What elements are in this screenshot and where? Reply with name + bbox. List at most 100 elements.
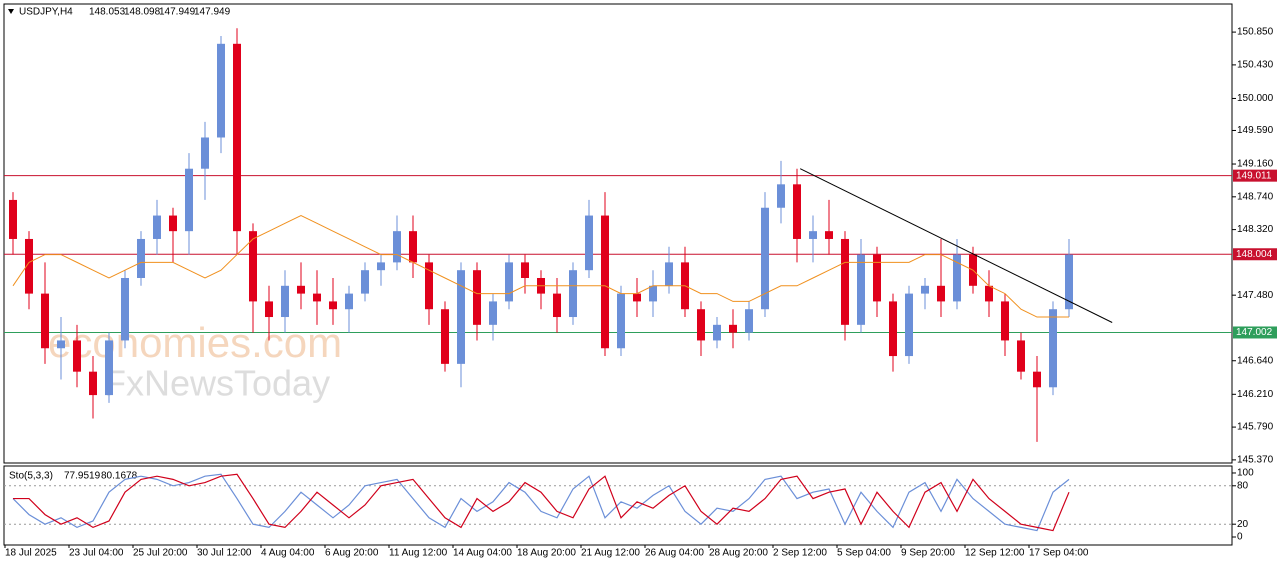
price-panel [3,3,1233,464]
candle-body [761,207,769,310]
candle-body [521,262,529,278]
candle-body [89,371,97,396]
y-tick-label: 148.740 [1237,191,1274,202]
candle-body [889,301,897,357]
x-tick-label: 4 Aug 04:00 [261,548,315,559]
candle-body [1033,371,1041,388]
candle-body [265,301,273,318]
moving-average [12,214,1069,318]
x-tick-label: 14 Aug 04:00 [453,548,512,559]
candle-body [41,293,49,349]
candle-body [297,285,305,294]
ohlc: 147.949 [159,7,196,18]
candle-body [489,301,497,325]
oscillator-panel [3,465,1233,546]
candle-body [857,254,865,325]
watermark: economies.com [48,319,342,366]
x-tick-label: 17 Sep 04:00 [1029,548,1089,559]
candle-body [57,340,65,349]
candle-body [553,293,561,318]
candle-body [505,262,513,302]
candle-body [601,215,609,349]
x-tick-label: 2 Sep 12:00 [773,548,827,559]
level-label: 147.002 [1236,327,1273,338]
x-tick-label: 18 Jul 2025 [5,548,57,559]
candle-body [841,238,849,325]
candle-body [457,270,465,364]
candle-body [313,293,321,302]
level-box [1233,326,1277,339]
candle-body [585,215,593,271]
ohlc: 148.098 [124,7,161,18]
candle-body [713,324,721,341]
candle-body [105,340,113,396]
y-tick-label: 147.480 [1237,290,1274,301]
y-tick-label: 148.320 [1237,224,1274,235]
candle-body [377,262,385,271]
candle-body [281,285,289,318]
candle-body [633,293,641,302]
candle-body [361,270,369,294]
x-tick-label: 12 Sep 12:00 [965,548,1025,559]
candle-body [345,293,353,310]
ohlc: 148.053 [89,7,126,18]
candle-body [249,231,257,302]
oscillator-value: 77.9519 [64,471,101,482]
x-tick-label: 25 Jul 20:00 [133,548,188,559]
candle-body [649,285,657,302]
candle-body [425,262,433,310]
x-tick-label: 28 Aug 20:00 [709,548,768,559]
oscillator-value: 80.1678 [101,471,138,482]
y-tick-label: 0 [1237,532,1243,543]
candle-body [921,285,929,294]
x-tick-label: 30 Jul 12:00 [197,548,252,559]
candle-body [169,215,177,232]
candle-body [441,309,449,364]
menu-arrow[interactable] [8,9,14,14]
candle-body [825,231,833,239]
trendline [799,168,1113,323]
oscillator-title: Sto(5,3,3) [9,471,53,482]
candle-body [809,231,817,239]
candle-body [25,238,33,294]
candle-body [937,285,945,302]
candle-body [665,262,673,286]
y-tick-label: 80 [1237,480,1249,491]
candle-body [185,168,193,232]
y-tick-label: 145.370 [1237,455,1274,466]
level-box [1233,248,1277,261]
symbol: USDJPY,H4 [19,7,73,18]
x-tick-label: 11 Aug 12:00 [389,548,448,559]
candle-body [1017,340,1025,372]
candle-body [153,215,161,239]
candle-body [1049,309,1057,388]
candle-body [617,293,625,349]
y-tick-label: 146.210 [1237,389,1274,400]
candle-body [473,270,481,325]
candle-body [729,324,737,333]
candle-body [73,340,81,372]
candle-body [1001,301,1009,341]
candle-body [137,238,145,278]
y-tick-label: 20 [1237,519,1249,530]
candle-body [777,184,785,208]
candle-body [217,43,225,138]
candle-body [953,254,961,302]
candle-body [569,270,577,318]
candle-body [697,309,705,341]
x-tick-label: 26 Aug 04:00 [645,548,704,559]
candle-body [393,231,401,263]
x-tick-label: 6 Aug 20:00 [325,548,379,559]
candle-body [745,309,753,333]
x-tick-label: 21 Aug 12:00 [581,548,640,559]
x-tick-label: 23 Jul 04:00 [69,548,124,559]
y-tick-label: 150.850 [1237,27,1274,38]
candle-body [329,301,337,310]
y-tick-label: 100 [1237,468,1254,479]
oscillator-line [13,473,1070,532]
x-tick-label: 18 Aug 20:00 [517,548,576,559]
candle-body [201,137,209,169]
candle-body [905,293,913,357]
candle-body [9,199,17,239]
